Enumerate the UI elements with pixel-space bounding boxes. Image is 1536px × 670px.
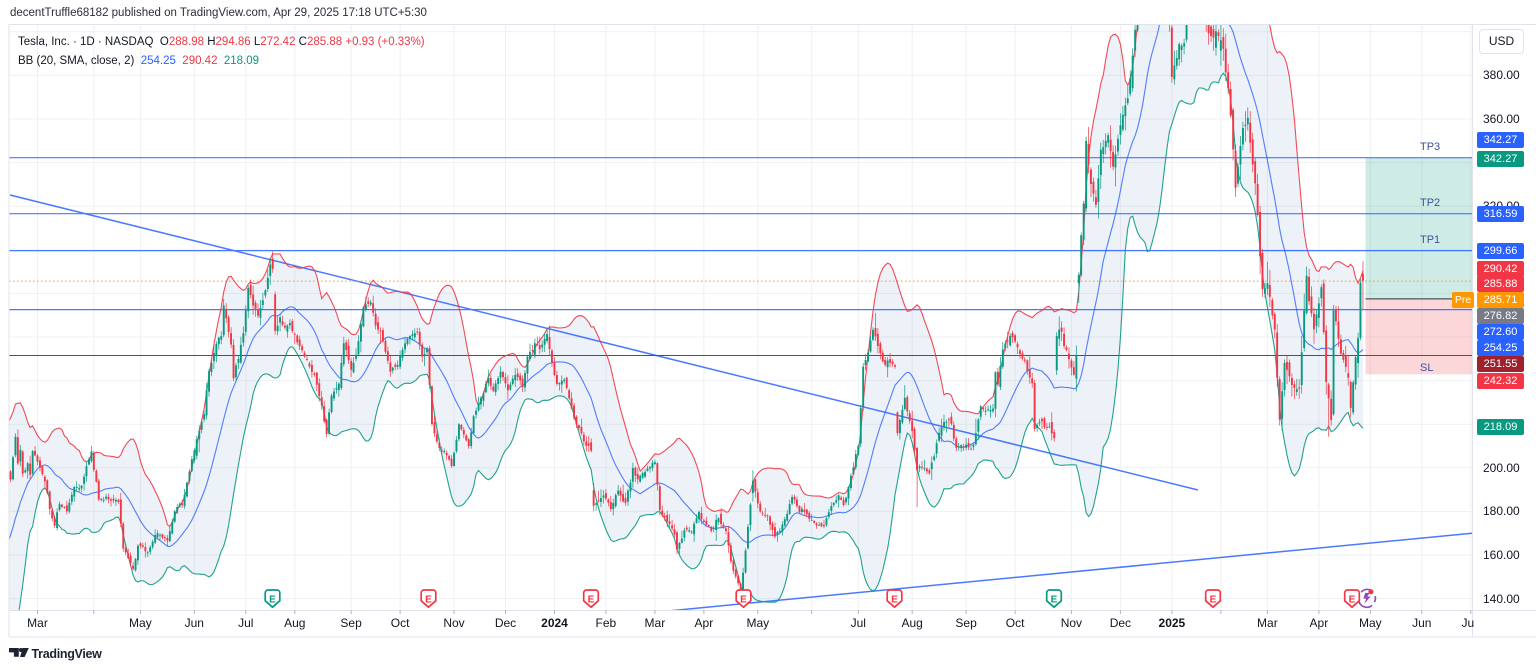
svg-text:E: E [588,595,595,606]
svg-text:E: E [891,595,898,606]
svg-text:E: E [425,595,432,606]
svg-text:E: E [1349,595,1356,606]
svg-text:E: E [1210,595,1217,606]
svg-text:E: E [1051,595,1058,606]
svg-text:E: E [269,595,276,606]
svg-text:E: E [740,595,747,606]
